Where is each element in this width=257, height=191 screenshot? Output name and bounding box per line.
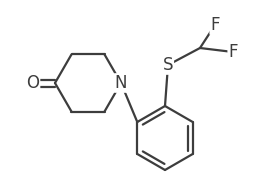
Text: S: S: [163, 56, 173, 74]
Text: F: F: [228, 43, 238, 61]
Text: F: F: [210, 16, 220, 34]
Text: O: O: [26, 74, 40, 92]
Text: N: N: [115, 74, 127, 92]
